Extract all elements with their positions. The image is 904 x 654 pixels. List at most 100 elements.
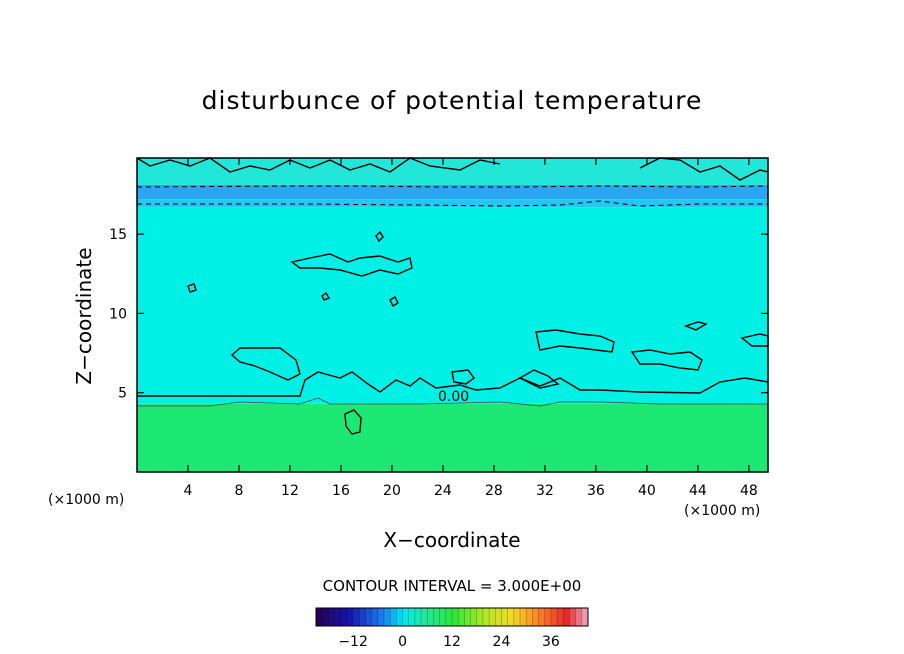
- x-tick-label: 40: [638, 483, 656, 499]
- colorbar-cell: [544, 608, 552, 626]
- contour-top: [136, 157, 501, 173]
- y-tick-label: 10: [109, 306, 127, 322]
- heatmap-layer-4: [137, 158, 768, 185]
- x-tick-label: 8: [235, 483, 244, 499]
- contour-line-main: [137, 371, 769, 397]
- colorbar-cell: [396, 608, 403, 626]
- x-unit-label-left: (×1000 m): [48, 492, 125, 508]
- x-ticks: 4 8 12 16 20 24 28 32 36 40 44 48: [184, 158, 758, 499]
- x-unit-label-right: (×1000 m): [684, 503, 761, 519]
- colorbar-cell: [550, 608, 558, 626]
- y-tick-label: 15: [109, 227, 127, 243]
- colorbar-cell: [408, 608, 416, 626]
- colorbar-cell: [557, 608, 564, 626]
- contour-blob: [344, 409, 362, 435]
- colorbar-cell: [482, 608, 490, 626]
- colorbar-cell: [359, 608, 366, 626]
- colorbar-cell: [520, 608, 527, 626]
- colorbar-cell: [458, 608, 465, 626]
- contour-lines: [136, 157, 769, 435]
- colorbar-cell: [470, 608, 478, 626]
- colorbar-cell: [384, 608, 391, 626]
- colorbar-cell: [501, 608, 508, 626]
- colorbar-cell: [421, 608, 428, 626]
- colorbar-cell: [353, 608, 360, 626]
- colorbar-cell: [346, 608, 354, 626]
- colorbar-cell: [507, 608, 515, 626]
- colorbar-tick-label: 36: [542, 634, 560, 650]
- contour-cloud: [630, 349, 703, 371]
- colorbar: −12 0 12 24 36: [315, 607, 589, 650]
- colorbar-cell: [532, 608, 539, 626]
- colorbar-cell: [569, 608, 576, 626]
- plot-frame: [136, 157, 769, 473]
- contour-blob: [518, 369, 560, 389]
- y-tick-label: 5: [118, 386, 127, 402]
- x-tick-label: 20: [383, 483, 401, 499]
- colorbar-cell: [563, 608, 570, 626]
- colorbar-cell: [464, 608, 471, 626]
- x-tick-label: 44: [689, 483, 707, 499]
- x-tick-label: 48: [740, 483, 758, 499]
- contour-dashed: [137, 200, 768, 207]
- contour-zero-thin: [137, 397, 768, 407]
- contour-cloud: [230, 347, 301, 381]
- contour-blob: [375, 230, 384, 243]
- x-tick-label: 28: [485, 483, 503, 499]
- x-tick-label: 12: [281, 483, 299, 499]
- colorbar-cell: [433, 608, 440, 626]
- colorbar-cell: [439, 608, 447, 626]
- colorbar-cell: [316, 608, 323, 626]
- colorbar-cell: [402, 608, 410, 626]
- contour-blob: [389, 296, 399, 307]
- heatmap-layer-1: [137, 207, 768, 404]
- colorbar-cell: [581, 608, 589, 626]
- colorbar-cell: [427, 608, 434, 626]
- x-tick-label: 24: [434, 483, 452, 499]
- colorbar-cell: [334, 608, 342, 626]
- x-tick-label: 16: [332, 483, 350, 499]
- colorbar-cell: [476, 608, 484, 626]
- colorbar-cell: [526, 608, 533, 626]
- contour-cloud: [290, 253, 413, 277]
- colorbar-tick-label: 24: [493, 634, 511, 650]
- x-tick-label: 4: [184, 483, 193, 499]
- contour-dashed: [136, 185, 769, 188]
- colorbar-cell: [365, 608, 372, 626]
- colorbar-cell: [452, 608, 459, 626]
- colorbar-frame: [315, 607, 589, 627]
- colorbar-tick-label: −12: [338, 634, 368, 650]
- heatmap-layer-3: [137, 184, 768, 200]
- heatmap-layer-2: [137, 199, 768, 208]
- x-tick-label: 32: [536, 483, 554, 499]
- colorbar-cell: [390, 608, 397, 626]
- contour-blob: [321, 291, 331, 301]
- colorbar-cell: [575, 608, 583, 626]
- contour-value-label: 0.00: [438, 389, 469, 405]
- negative-contours: [136, 185, 769, 207]
- colorbar-tick-label: 0: [398, 634, 407, 650]
- contour-blob: [451, 369, 475, 385]
- colorbar-cell: [377, 608, 385, 626]
- colorbar-cell: [371, 608, 379, 626]
- colorbar-cell: [340, 608, 348, 626]
- y-ticks: 5 10 15: [109, 227, 768, 402]
- chart-title: disturbunce of potential temperature: [201, 86, 703, 115]
- colorbar-cell: [538, 608, 546, 626]
- contour-blob: [187, 283, 197, 293]
- x-tick-label: 36: [587, 483, 605, 499]
- colorbar-cell: [489, 608, 496, 626]
- colorbar-cell: [328, 608, 335, 626]
- colorbar-cell: [495, 608, 502, 626]
- colorbar-cell: [322, 608, 329, 626]
- contour-blob: [683, 321, 708, 331]
- colorbar-cell: [513, 608, 521, 626]
- heatmap-layers: [137, 158, 768, 472]
- x-axis-label: X−coordinate: [383, 528, 521, 552]
- colorbar-cell: [414, 608, 422, 626]
- heatmap-layer-0: [137, 403, 768, 472]
- colorbar-cell: [445, 608, 453, 626]
- contour-cloud: [535, 329, 615, 353]
- colorbar-tick-label: 12: [443, 634, 461, 650]
